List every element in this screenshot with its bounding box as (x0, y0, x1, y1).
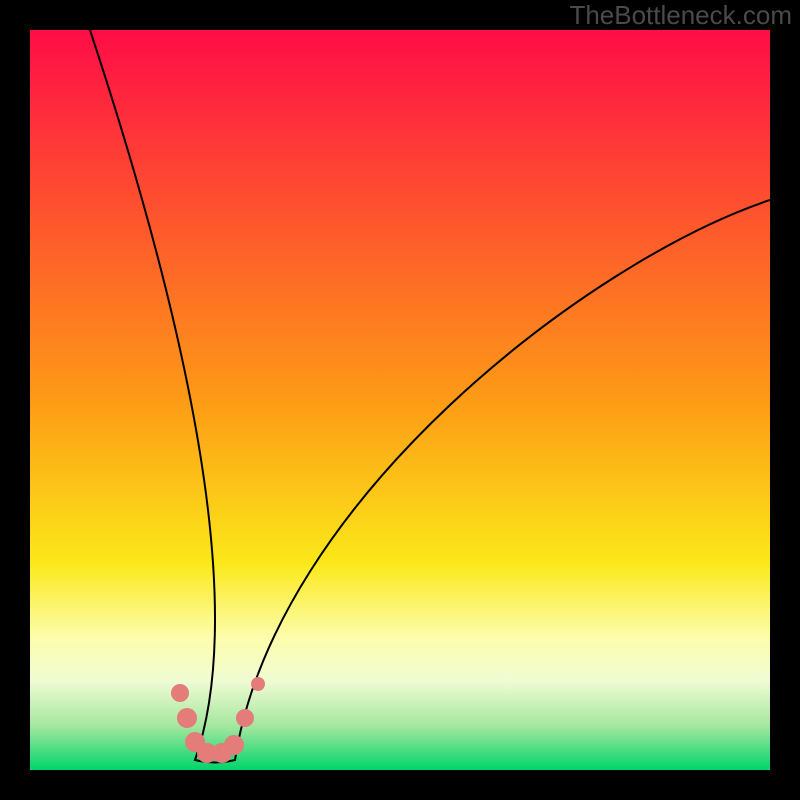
data-marker (236, 709, 254, 727)
data-marker (224, 735, 244, 755)
chart-stage: TheBottleneck.com (0, 0, 800, 800)
data-marker (251, 677, 265, 691)
bottleneck-chart (0, 0, 800, 800)
data-marker (171, 684, 189, 702)
data-marker (177, 708, 197, 728)
gradient-background (30, 30, 770, 770)
